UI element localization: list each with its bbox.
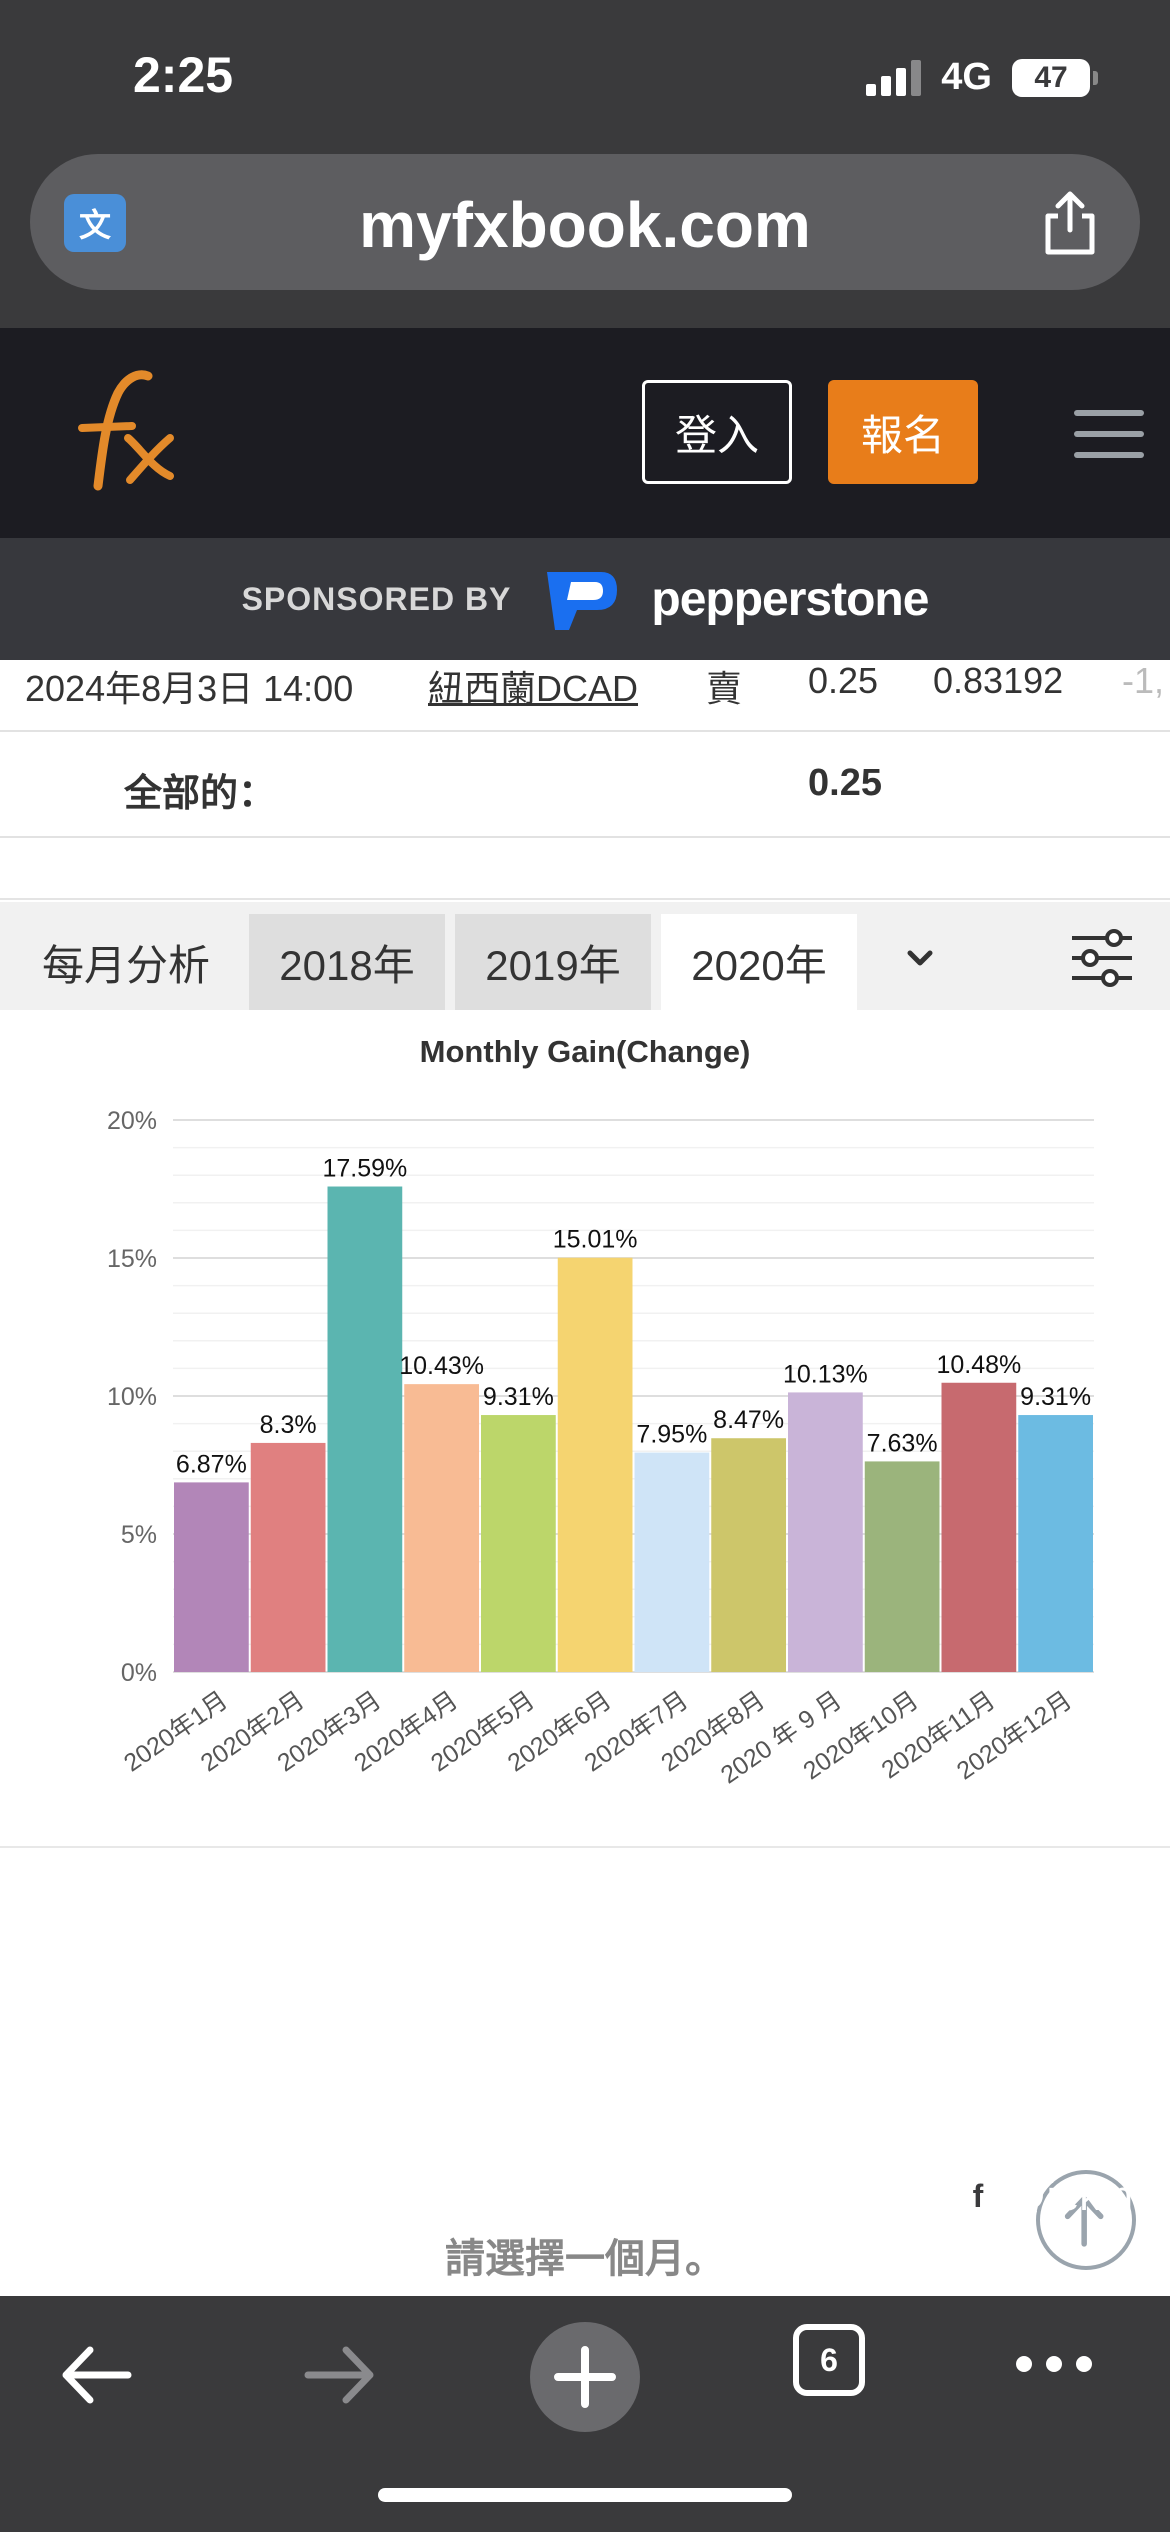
chart-bar <box>864 1461 940 1672</box>
bar-data-label: 7.63% <box>867 1429 938 1457</box>
total-label: 全部的： <box>124 773 277 815</box>
trade-price: 0.83192 <box>933 660 1064 701</box>
table-row: 2024年8月3日 14:00 紐西蘭DCAD 賣 0.25 0.83192 -… <box>0 660 1170 732</box>
network-type: 4G <box>941 56 992 98</box>
forward-arrow-icon[interactable] <box>302 2340 378 2410</box>
bar-data-label: 8.47% <box>713 1406 784 1434</box>
bar-data-label: 10.48% <box>936 1351 1021 1379</box>
select-month-prompt: 請選擇一個月。 <box>445 2237 725 2281</box>
site-header: 登入 報名 <box>0 328 1170 538</box>
bar-data-label: 7.95% <box>636 1421 707 1449</box>
status-time: 2:25 <box>133 47 234 103</box>
monthly-analysis-tabs: 每月分析 2018年 2019年 2020年 <box>0 902 1170 1010</box>
chart-bar <box>250 1442 326 1672</box>
login-button[interactable]: 登入 <box>642 380 792 484</box>
signup-button[interactable]: 報名 <box>828 380 978 484</box>
bar-data-label: 8.3% <box>260 1411 317 1439</box>
y-tick-label: 10% <box>107 1383 157 1411</box>
bar-data-label: 15.01% <box>553 1226 638 1254</box>
sponsor-name: pepperstone <box>651 572 929 626</box>
bar-data-label: 17.59% <box>322 1155 407 1183</box>
translate-icon[interactable]: 文 <box>64 194 126 252</box>
y-tick-label: 5% <box>121 1521 157 1549</box>
sponsor-banner[interactable]: SPONSORED BY pepperstone <box>0 538 1170 660</box>
trade-lots: 0.25 <box>808 660 879 701</box>
total-value: 0.25 <box>808 762 882 804</box>
chart-bar <box>557 1257 633 1672</box>
status-indicators: 4G 47 <box>866 56 1098 99</box>
tab-2018[interactable]: 2018年 <box>249 914 445 1010</box>
more-icon[interactable] <box>1016 2356 1092 2372</box>
y-tick-label: 0% <box>121 1659 157 1687</box>
tab-2019[interactable]: 2019年 <box>455 914 651 1010</box>
chart-bar <box>174 1482 249 1672</box>
total-row: 全部的： 0.25 <box>0 732 1170 838</box>
facebook-icon: f <box>958 2176 998 2216</box>
hamburger-menu-icon[interactable] <box>1074 410 1144 458</box>
bar-chart: Monthly Gain(Change) 0%5%10%15%20%6.87%2… <box>107 1034 1094 1789</box>
trade-symbol-link[interactable]: 紐西蘭DCAD <box>428 668 639 709</box>
chart-bar <box>711 1438 786 1672</box>
signal-icon <box>866 59 922 96</box>
address-bar[interactable]: 文 myfxbook.com <box>30 154 1140 290</box>
tab-bar-title: 每月分析 <box>42 942 211 989</box>
browser-toolbar: 文 myfxbook.com <box>0 150 1170 328</box>
bar-data-label: 9.31% <box>483 1383 554 1411</box>
pepperstone-logo-icon <box>547 572 618 630</box>
bar-data-label: 10.43% <box>399 1352 484 1380</box>
tabs-icon[interactable]: 6 <box>793 2324 865 2396</box>
plus-icon[interactable] <box>530 2322 640 2432</box>
monthly-gain-chart: Monthly Gain(Change) 0% 5% 10% 15% 20% 6.87% 2… <box>0 1010 1170 1848</box>
chart-bar <box>788 1392 863 1672</box>
fx-logo[interactable] <box>40 358 190 508</box>
bar-data-label: 9.31% <box>1020 1383 1091 1411</box>
home-indicator <box>378 2488 792 2502</box>
trade-action: 賣 <box>706 668 743 709</box>
back-arrow-icon[interactable] <box>58 2340 134 2410</box>
bar-data-label: 6.87% <box>176 1450 247 1478</box>
watermark-text: @ieking <box>1004 2172 1157 2219</box>
month-detail-panel: 請選擇一個月。 <box>0 1850 1170 2296</box>
status-bar: 2:25 4G 47 <box>0 0 1170 150</box>
divider <box>0 840 1170 900</box>
chart-bar <box>481 1415 556 1672</box>
sponsor-label: SPONSORED BY <box>241 580 512 617</box>
chart-bar <box>327 1186 403 1672</box>
chevron-down-icon[interactable] <box>900 938 940 978</box>
share-icon[interactable] <box>1040 188 1100 258</box>
chart-bar <box>1018 1415 1093 1672</box>
chart-bar <box>941 1382 1017 1672</box>
y-tick-label: 20% <box>107 1107 157 1135</box>
scroll-to-top-button[interactable] <box>1036 2170 1136 2270</box>
tab-2020[interactable]: 2020年 <box>661 914 857 1010</box>
battery-icon: 47 <box>1012 58 1098 97</box>
y-tick-label: 15% <box>107 1245 157 1273</box>
bar-data-label: 10.13% <box>783 1360 868 1388</box>
filter-settings-icon[interactable] <box>1070 928 1134 988</box>
watermark: f @ieking <box>958 2172 1156 2220</box>
chart-title: Monthly Gain(Change) <box>420 1034 751 1069</box>
trade-extra: -1, <box>1122 660 1165 701</box>
chart-bar <box>404 1384 479 1672</box>
url-text[interactable]: myfxbook.com <box>359 189 811 261</box>
chart-bar <box>634 1452 710 1672</box>
trade-date: 2024年8月3日 14:00 <box>25 668 354 709</box>
